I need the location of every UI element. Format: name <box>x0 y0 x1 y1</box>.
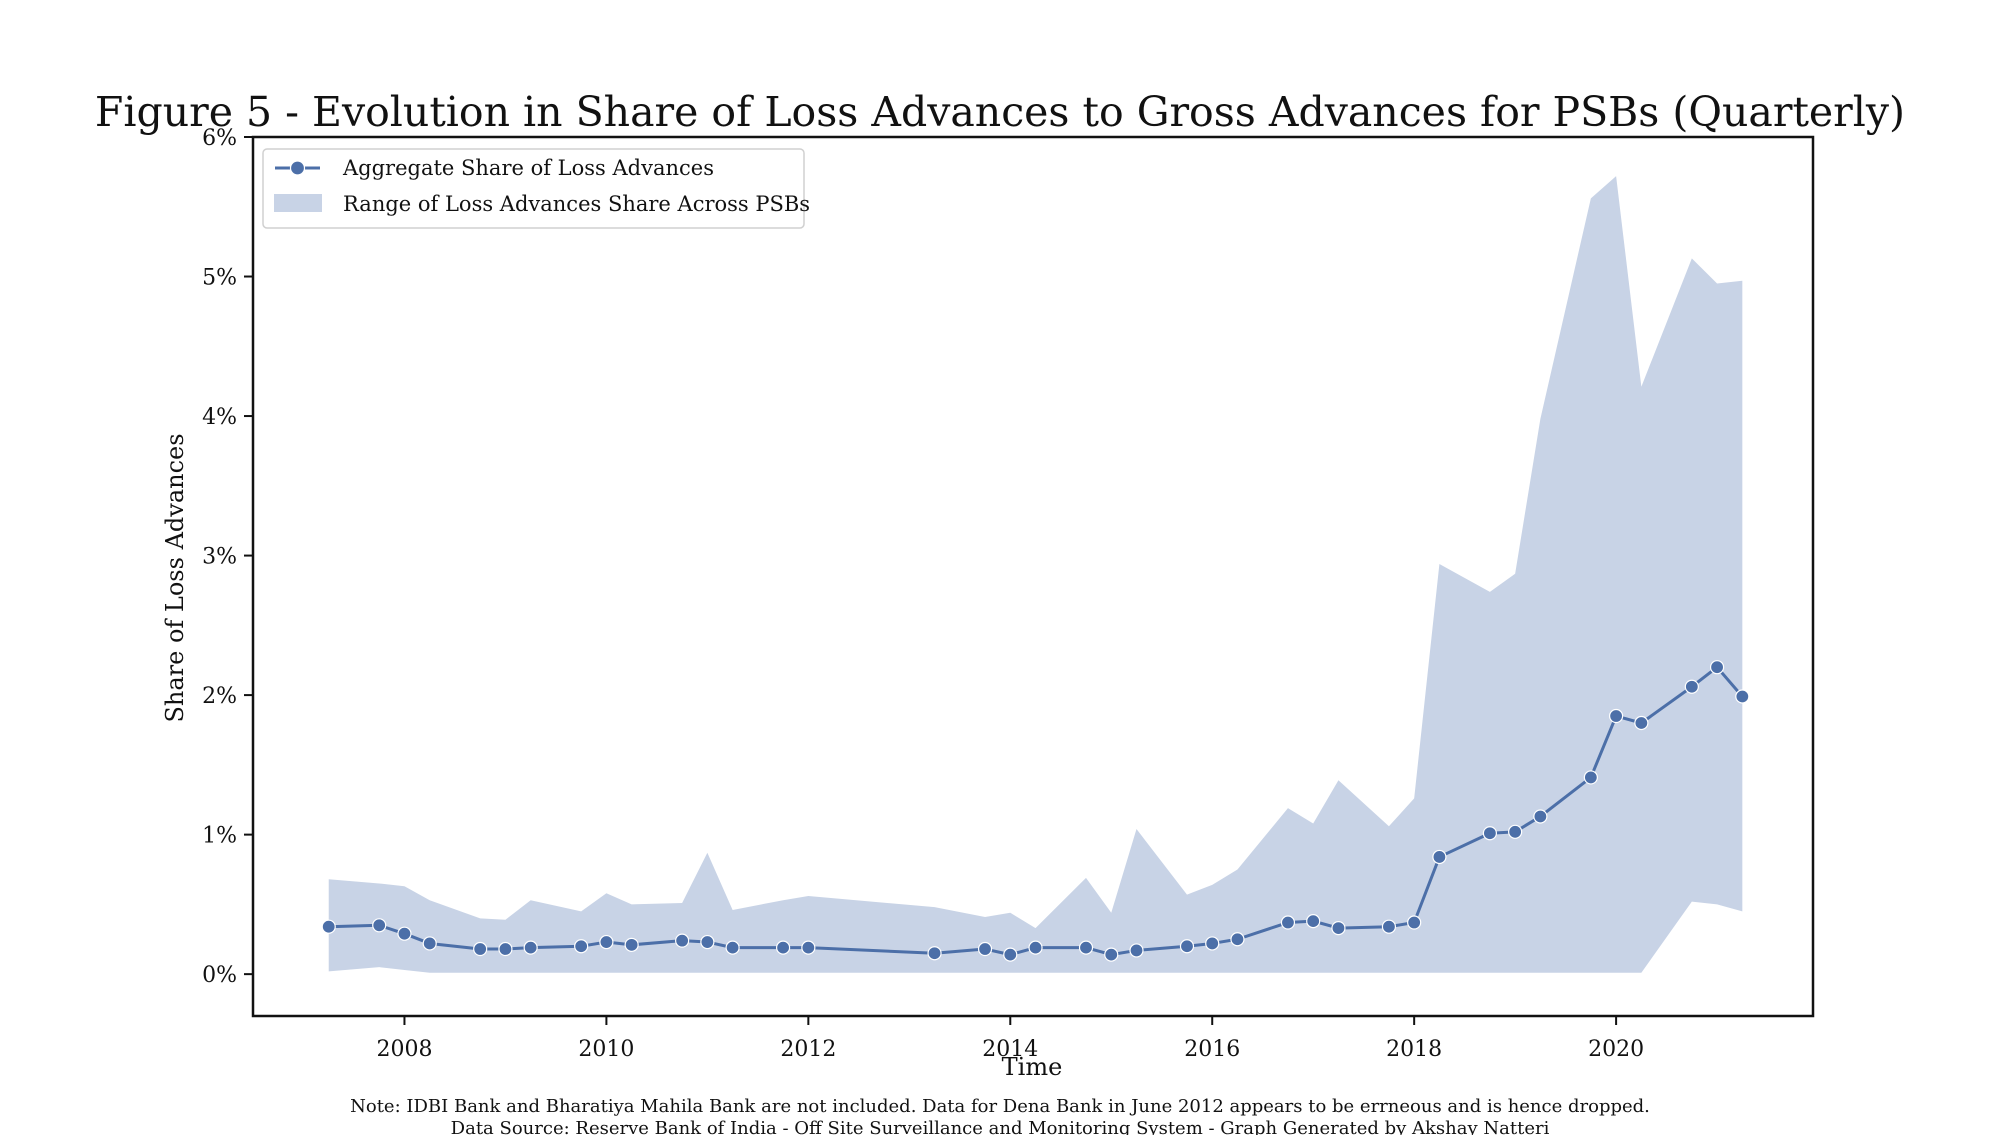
y-tick-label: 4% <box>202 405 237 430</box>
aggregate-point <box>725 940 740 955</box>
aggregate-point <box>1381 919 1397 934</box>
aggregate-point <box>473 941 488 957</box>
legend-label-aggregate: Aggregate Share of Loss Advances <box>342 156 714 180</box>
y-tick-label: 3% <box>202 545 237 570</box>
aggregate-point <box>1709 660 1725 675</box>
x-tick-label: 2020 <box>1588 1037 1644 1062</box>
aggregate-point <box>1407 915 1422 930</box>
y-axis: 0% 1% 2% 3% 4% 5% 6% <box>202 126 253 988</box>
aggregate-point <box>1028 940 1043 955</box>
x-tick-label: 2018 <box>1386 1037 1442 1062</box>
y-tick-label: 5% <box>202 266 237 291</box>
plot-frame <box>251 135 1815 1018</box>
aggregate-point <box>321 919 336 934</box>
aggregate-point <box>372 918 387 933</box>
aggregate-point <box>1609 708 1624 724</box>
data-source-text: Data Source: Reserve Bank of India - Off… <box>451 1118 1550 1135</box>
aggregate-point <box>1078 940 1094 955</box>
aggregate-point <box>1230 932 1245 947</box>
x-tick-label: 2008 <box>376 1037 432 1062</box>
aggregate-point <box>1306 914 1321 929</box>
aggregate-point <box>1104 947 1119 962</box>
aggregate-point <box>675 933 690 948</box>
aggregate-line <box>328 665 1744 957</box>
aggregate-point <box>1684 679 1699 694</box>
legend-box <box>262 148 805 229</box>
legend-band-swatch <box>274 194 322 212</box>
y-tick-label: 6% <box>202 126 237 151</box>
aggregate-point <box>1331 920 1346 936</box>
aggregate-point <box>624 937 639 952</box>
aggregate-point <box>574 939 589 954</box>
aggregate-point <box>1280 915 1296 930</box>
aggregate-point <box>775 940 791 955</box>
range-band-area <box>328 176 1743 973</box>
aggregate-point <box>700 934 715 950</box>
y-tick-label: 0% <box>202 963 237 988</box>
aggregate-point <box>1482 826 1497 841</box>
aggregate-point <box>1129 943 1144 958</box>
aggregate-point <box>1205 936 1220 951</box>
x-tick-label: 2012 <box>780 1037 836 1062</box>
range-band-layer <box>328 176 1743 973</box>
y-tick-label: 2% <box>202 684 237 709</box>
x-axis: 2008 2010 2012 2014 2016 2018 2020 <box>376 1016 1644 1062</box>
legend-label-range: Range of Loss Advances Share Across PSBs <box>343 192 810 216</box>
aggregate-point <box>422 936 437 951</box>
note-text: Note: IDBI Bank and Bharatiya Mahila Ban… <box>350 1096 1650 1117</box>
plot-area <box>251 135 1815 1018</box>
legend: Aggregate Share of Loss Advances Range o… <box>262 148 810 229</box>
aggregate-point <box>1179 939 1195 954</box>
aggregate-point <box>599 934 614 950</box>
aggregate-point <box>1583 770 1598 785</box>
aggregate-point <box>397 926 412 941</box>
x-tick-label: 2016 <box>1184 1037 1240 1062</box>
aggregate-point <box>523 940 538 955</box>
aggregate-point <box>801 940 816 955</box>
x-tick-label: 2010 <box>578 1037 634 1062</box>
x-tick-label: 2014 <box>982 1037 1038 1062</box>
chart-title: Figure 5 - Evolution in Share of Loss Ad… <box>95 88 1905 136</box>
y-axis-label: Share of Loss Advances <box>161 433 189 722</box>
aggregate-line-layer <box>321 660 1750 962</box>
aggregate-point <box>1508 824 1523 839</box>
aggregate-point <box>1735 689 1750 704</box>
aggregate-point <box>1533 809 1548 824</box>
legend-marker-swatch <box>289 160 306 176</box>
aggregate-point <box>498 941 513 957</box>
aggregate-point <box>1003 947 1018 962</box>
aggregate-point <box>1432 849 1447 865</box>
aggregate-point <box>927 946 942 961</box>
aggregate-point <box>977 941 993 957</box>
y-tick-label: 1% <box>202 824 237 849</box>
aggregate-point <box>1634 715 1649 731</box>
x-axis-label: Time <box>1002 1053 1063 1081</box>
